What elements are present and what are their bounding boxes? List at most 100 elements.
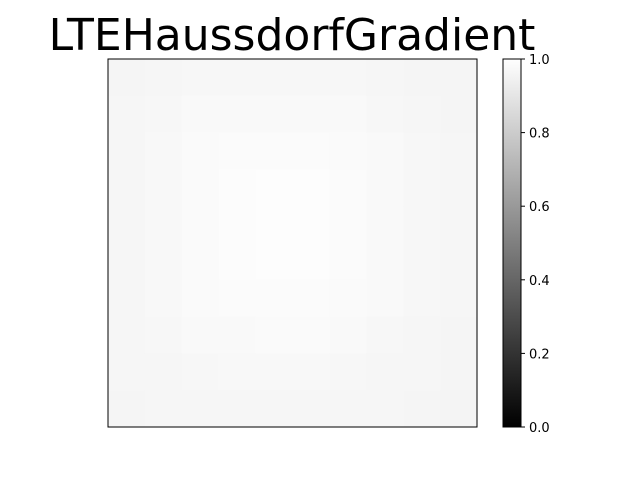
heatmap-cell: [329, 316, 367, 354]
heatmap-cell: [255, 390, 294, 428]
heatmap-cell: [144, 243, 183, 281]
heatmap-cell: [144, 169, 183, 207]
heatmap-cell: [181, 59, 220, 97]
heatmap-cell: [329, 353, 367, 391]
heatmap-cell: [292, 353, 330, 391]
heatmap-cell: [218, 95, 257, 134]
heatmap-cell: [255, 206, 294, 244]
heatmap-cell: [181, 132, 220, 170]
heatmap-cell: [292, 316, 330, 354]
heatmap-cell: [292, 95, 330, 134]
heatmap-cell: [218, 169, 257, 207]
colorbar-tick-label: 0.2: [529, 347, 550, 362]
heatmap-cell: [329, 95, 367, 134]
heatmap-cell: [108, 95, 146, 134]
heatmap-cell: [366, 243, 404, 281]
heatmap-cells: [108, 59, 478, 428]
heatmap-cell: [440, 132, 478, 170]
heatmap-cell: [218, 316, 257, 354]
heatmap-cell: [255, 132, 294, 170]
heatmap-cell: [108, 279, 146, 318]
heatmap-cell: [255, 316, 294, 354]
heatmap-cell: [329, 169, 367, 207]
heatmap-cell: [144, 206, 183, 244]
heatmap-cell: [440, 169, 478, 207]
plot-frame: [107, 58, 478, 428]
colorbar-tick-label: 0.0: [529, 421, 550, 436]
heatmap-cell: [255, 169, 294, 207]
heatmap-cell: [181, 316, 220, 354]
heatmap-cell: [329, 279, 367, 318]
heatmap-cell: [329, 132, 367, 170]
heatmap-cell: [329, 206, 367, 244]
heatmap-cell: [181, 95, 220, 134]
heatmap-cell: [440, 316, 478, 354]
heatmap-cell: [218, 243, 257, 281]
heatmap-cell: [292, 243, 330, 281]
heatmap-cell: [440, 243, 478, 281]
heatmap-cell: [366, 390, 404, 428]
colorbar-ticks: 0.0 0.2 0.4 0.6 0.8 1.0: [521, 53, 550, 436]
heatmap-cell: [181, 279, 220, 318]
heatmap-cell: [144, 132, 183, 170]
heatmap-cell: [255, 95, 294, 134]
colorbar-tick-label: 1.0: [529, 53, 550, 68]
heatmap-cell: [108, 132, 146, 170]
heatmap-cell: [403, 95, 441, 134]
heatmap-cell: [440, 206, 478, 244]
heatmap-cell: [366, 206, 404, 244]
heatmap-cell: [292, 169, 330, 207]
heatmap-cell: [218, 132, 257, 170]
heatmap-cell: [255, 243, 294, 281]
heatmap-cell: [403, 316, 441, 354]
heatmap-cell: [366, 316, 404, 354]
heatmap-cell: [292, 279, 330, 318]
heatmap-cell: [440, 59, 478, 97]
heatmap-cell: [255, 279, 294, 318]
heatmap-cell: [292, 206, 330, 244]
heatmap-cell: [292, 390, 330, 428]
heatmap-cell: [218, 279, 257, 318]
heatmap-cell: [181, 353, 220, 391]
heatmap-cell: [329, 390, 367, 428]
colorbar-frame: [502, 58, 522, 428]
heatmap-cell: [403, 353, 441, 391]
chart-title: LTEHaussdorfGradient: [49, 10, 536, 61]
colorbar: [503, 59, 521, 427]
heatmap-cell: [144, 279, 183, 318]
heatmap-cell: [292, 132, 330, 170]
heatmap-cell: [218, 206, 257, 244]
heatmap-cell: [218, 390, 257, 428]
heatmap-cell: [108, 316, 146, 354]
heatmap-cell: [440, 95, 478, 134]
heatmap-cell: [144, 390, 183, 428]
heatmap-cell: [440, 353, 478, 391]
heatmap-cell: [366, 353, 404, 391]
heatmap-cell: [329, 59, 367, 97]
heatmap-cell: [108, 169, 146, 207]
heatmap-cell: [181, 206, 220, 244]
heatmap-cell: [218, 59, 257, 97]
heatmap-cell: [292, 59, 330, 97]
heatmap-cell: [255, 59, 294, 97]
colorbar-tick-label: 0.4: [529, 274, 550, 289]
heatmap-cell: [181, 390, 220, 428]
heatmap-cell: [108, 206, 146, 244]
heatmap-cell: [440, 390, 478, 428]
heatmap-cell: [108, 390, 146, 428]
heatmap-cell: [329, 243, 367, 281]
heatmap-cell: [366, 95, 404, 134]
heatmap-cell: [403, 206, 441, 244]
heatmap-cell: [218, 353, 257, 391]
heatmap-cell: [366, 132, 404, 170]
heatmap-cell: [108, 353, 146, 391]
colorbar-tick-label: 0.8: [529, 127, 550, 142]
heatmap-cell: [181, 243, 220, 281]
heatmap-cell: [144, 59, 183, 97]
heatmap-cell: [144, 316, 183, 354]
heatmap-cell: [440, 279, 478, 318]
colorbar-tick-label: 0.6: [529, 200, 550, 215]
heatmap-cell: [366, 169, 404, 207]
heatmap-cell: [366, 279, 404, 318]
